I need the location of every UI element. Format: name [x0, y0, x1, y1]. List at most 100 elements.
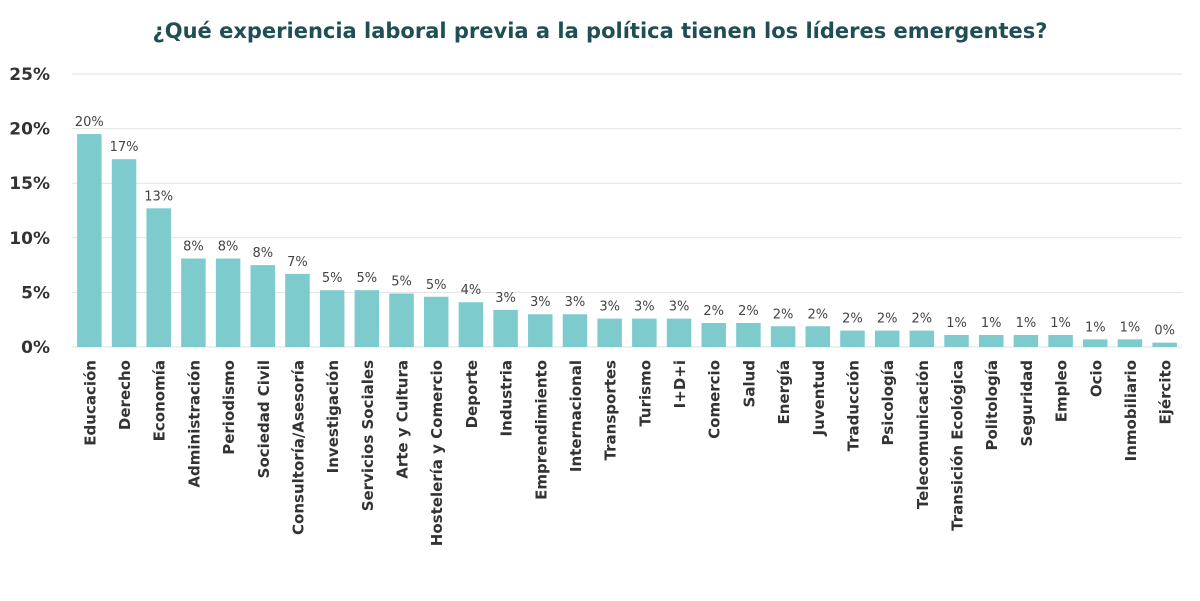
- bar: [250, 265, 276, 347]
- x-tick-label: Economía: [151, 360, 169, 441]
- x-tick-label: Seguridad: [1018, 360, 1036, 447]
- data-label: 1%: [1120, 320, 1141, 335]
- bar: [458, 302, 484, 347]
- bar: [978, 334, 1004, 347]
- bar: [874, 330, 900, 347]
- data-label: 8%: [218, 240, 239, 255]
- data-label: 2%: [703, 304, 724, 319]
- bar: [840, 330, 865, 347]
- bar: [632, 318, 657, 347]
- x-tick-label: Sociedad Civil: [255, 360, 273, 478]
- data-label: 2%: [912, 312, 933, 327]
- data-label: 2%: [773, 307, 794, 322]
- bar: [528, 314, 553, 347]
- x-tick-label: I+D+i: [671, 360, 689, 408]
- x-axis: Educación Derecho Economía Administración Pe…: [81, 360, 1174, 546]
- bar: [944, 334, 969, 347]
- data-label: 2%: [807, 307, 828, 322]
- bar: [77, 134, 102, 347]
- data-label: 3%: [530, 295, 551, 310]
- y-tick-label: 15%: [9, 174, 50, 194]
- x-tick-label: Administración: [185, 360, 203, 488]
- x-tick-label: Industria: [498, 360, 516, 436]
- data-label: 5%: [426, 278, 447, 293]
- x-tick-label: Transición Ecológica: [949, 360, 967, 531]
- data-label: 1%: [1016, 316, 1037, 331]
- bar: [389, 293, 414, 347]
- data-label: 3%: [634, 300, 655, 315]
- y-tick-label: 25%: [9, 65, 50, 85]
- bar: [909, 330, 935, 347]
- data-label: 3%: [669, 300, 690, 315]
- x-tick-label: Ejército: [1157, 360, 1175, 424]
- x-tick-label: Transportes: [602, 360, 620, 460]
- data-label: 8%: [252, 246, 273, 261]
- bar: [215, 258, 241, 347]
- chart-title: ¿Qué experiencia laboral previa a la pol…: [153, 19, 1048, 43]
- data-label: 5%: [357, 271, 378, 286]
- x-tick-label: Derecho: [116, 360, 134, 430]
- bar: [701, 322, 726, 347]
- data-label: 20%: [75, 115, 104, 130]
- bar: [423, 296, 449, 347]
- data-label: 13%: [144, 189, 173, 204]
- data-label: 3%: [565, 295, 586, 310]
- x-tick-label: Comercio: [706, 360, 724, 439]
- x-tick-label: Inmobiliario: [1122, 360, 1140, 461]
- x-tick-label: Salud: [740, 360, 758, 407]
- data-label: 1%: [981, 316, 1002, 331]
- bar: [181, 258, 206, 347]
- x-tick-label: Juventud: [810, 360, 828, 436]
- x-tick-label: Deporte: [463, 360, 481, 428]
- bar: [319, 290, 345, 347]
- bars: [77, 134, 1177, 347]
- x-tick-label: Emprendimiento: [532, 360, 550, 500]
- y-tick-label: 5%: [21, 283, 50, 303]
- bar: [805, 326, 831, 347]
- data-label: 5%: [322, 271, 343, 286]
- x-tick-label: Psicología: [879, 360, 897, 445]
- bar: [1048, 334, 1073, 347]
- bar: [285, 273, 310, 347]
- bar: [1013, 334, 1039, 347]
- bar: [111, 159, 137, 347]
- x-tick-label: Politología: [983, 360, 1001, 451]
- x-tick-label: Servicios Sociales: [359, 360, 377, 511]
- y-tick-label: 0%: [21, 338, 50, 358]
- data-label: 8%: [183, 240, 204, 255]
- x-tick-label: Periodismo: [220, 360, 238, 455]
- bar: [666, 318, 692, 347]
- x-tick-label: Arte y Cultura: [394, 360, 412, 479]
- x-tick-label: Ocio: [1087, 360, 1105, 397]
- data-label: 0%: [1154, 324, 1175, 339]
- data-labels: 20% 17% 13% 8% 8% 8% 7% 5% 5% 5% 5% 4% 3% 3% 3% 3% 3% 3% 2…: [75, 115, 1175, 339]
- x-tick-label: Telecomunicación: [914, 360, 932, 509]
- data-label: 3%: [495, 291, 516, 306]
- data-label: 17%: [110, 140, 139, 155]
- bar: [146, 208, 171, 347]
- data-label: 7%: [287, 255, 308, 270]
- x-tick-label: Internacional: [567, 360, 585, 472]
- bar: [736, 322, 761, 347]
- bar: [354, 290, 380, 347]
- data-label: 2%: [842, 312, 863, 327]
- data-label: 2%: [738, 304, 759, 319]
- y-axis: 0% 5% 10% 15% 20% 25%: [9, 65, 50, 358]
- bar: [770, 326, 796, 347]
- x-tick-label: Energía: [775, 360, 793, 425]
- x-tick-label: Empleo: [1053, 360, 1071, 422]
- data-label: 1%: [1085, 320, 1106, 335]
- data-label: 5%: [391, 274, 412, 289]
- bar: [493, 309, 518, 347]
- data-label: 2%: [877, 312, 898, 327]
- x-tick-label: Traducción: [844, 360, 862, 451]
- x-tick-label: Investigación: [324, 360, 342, 473]
- x-tick-label: Turismo: [636, 360, 654, 427]
- x-tick-label: Educación: [81, 360, 99, 446]
- x-tick-label: Consultoría/Asesoría: [289, 360, 307, 535]
- data-label: 1%: [946, 316, 967, 331]
- y-tick-label: 20%: [9, 120, 50, 140]
- data-label: 1%: [1050, 316, 1071, 331]
- x-tick-label: Hostelería y Comercio: [428, 360, 446, 546]
